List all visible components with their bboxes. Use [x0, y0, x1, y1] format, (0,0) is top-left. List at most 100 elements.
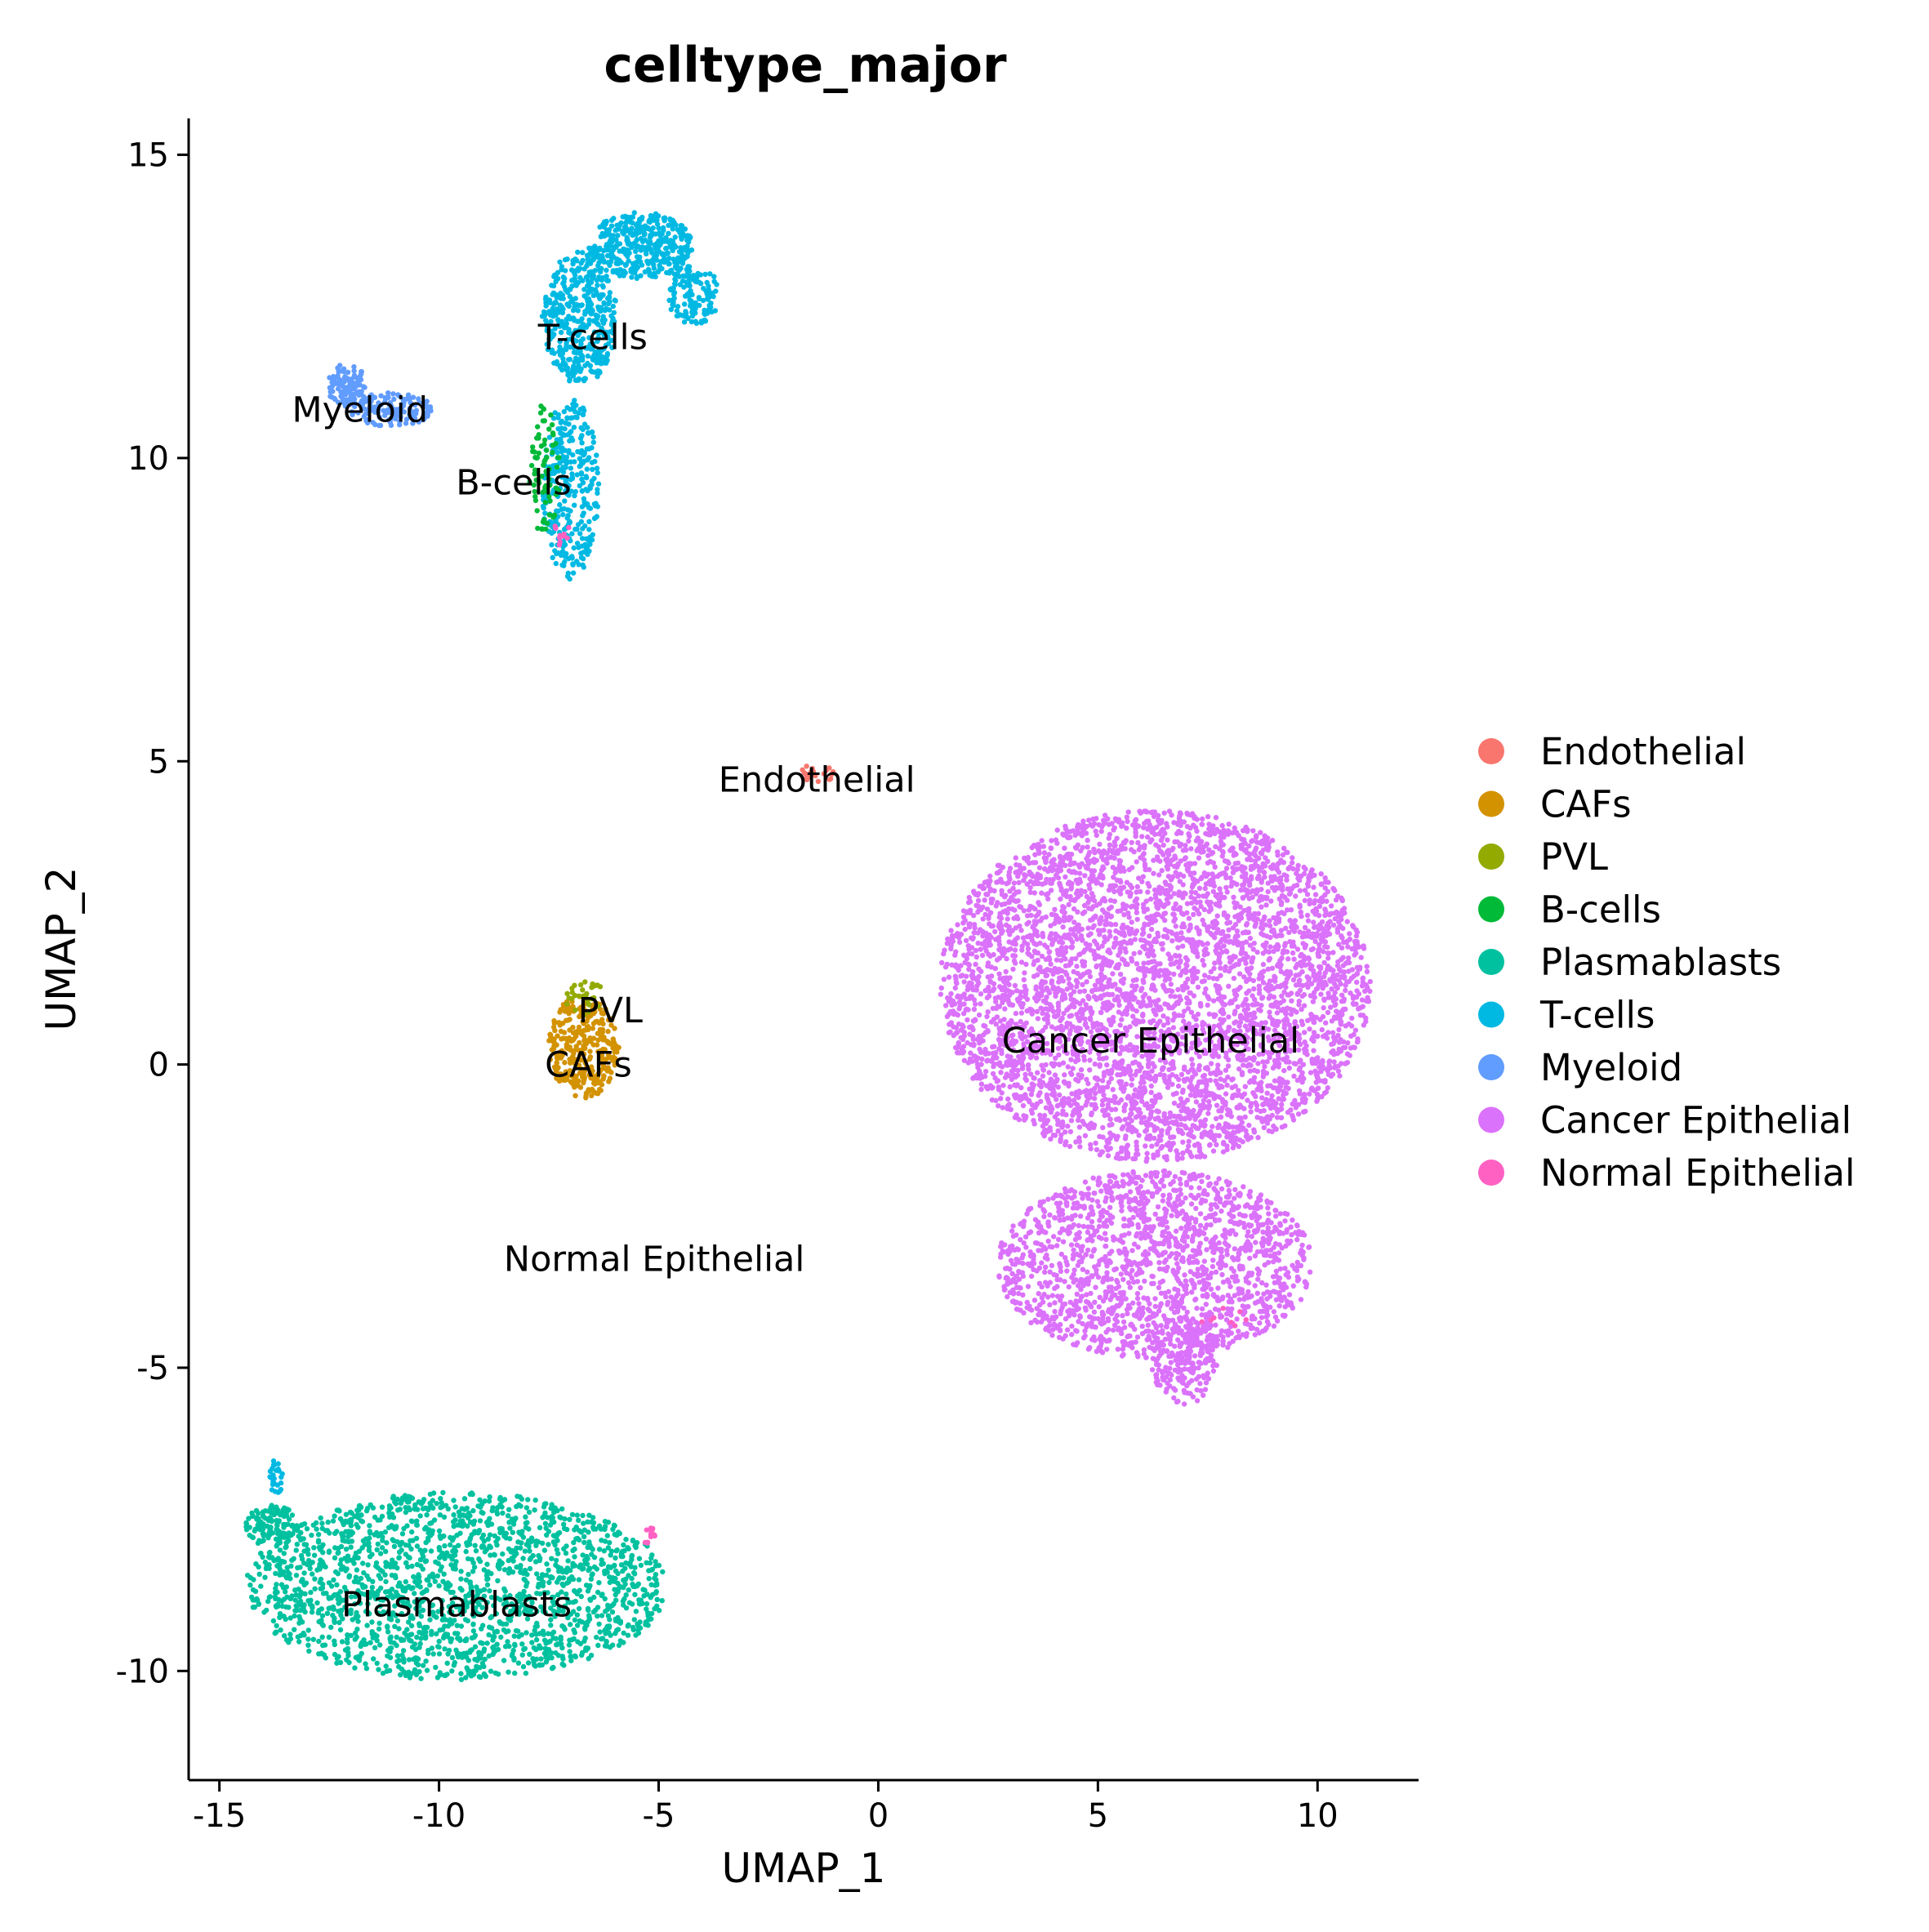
data-point: [1119, 1065, 1125, 1071]
data-point: [1297, 888, 1303, 893]
data-point: [1076, 1138, 1083, 1145]
data-point: [1289, 998, 1294, 1004]
data-point: [1235, 1004, 1241, 1010]
data-point: [1267, 918, 1272, 924]
data-point: [1247, 1068, 1253, 1074]
data-point: [1148, 959, 1155, 965]
data-point: [1149, 829, 1155, 835]
data-point: [1018, 1018, 1023, 1025]
data-point: [1063, 1139, 1069, 1145]
data-point: [1249, 959, 1255, 965]
data-point: [1076, 1124, 1083, 1130]
data-point: [1304, 1052, 1310, 1057]
data-point: [1035, 1036, 1041, 1043]
data-point: [1216, 957, 1222, 963]
data-point: [1109, 983, 1116, 990]
data-point: [1211, 882, 1217, 888]
data-point: [1162, 901, 1169, 908]
data-point: [1353, 933, 1360, 939]
data-point: [1230, 845, 1236, 851]
data-point: [1322, 906, 1328, 912]
data-point: [1338, 981, 1343, 987]
data-point: [1131, 1105, 1138, 1111]
data-point: [1027, 903, 1033, 910]
data-point: [1036, 966, 1042, 973]
data-point: [1158, 837, 1165, 844]
data-point: [1114, 986, 1120, 992]
data-point: [1187, 990, 1192, 996]
data-point: [1097, 875, 1103, 880]
data-point: [1223, 933, 1228, 939]
data-point: [1223, 866, 1230, 871]
data-point: [960, 1044, 967, 1049]
data-point: [1351, 924, 1357, 930]
data-point: [1005, 1062, 1010, 1068]
data-point: [1005, 977, 1010, 983]
data-point: [1124, 826, 1129, 831]
data-point: [1022, 970, 1027, 976]
data-point: [1076, 1094, 1081, 1101]
data-point: [1213, 844, 1218, 850]
data-point: [1297, 977, 1303, 983]
data-point: [1104, 1347, 1110, 1352]
data-point: [1203, 893, 1210, 899]
data-point: [1085, 968, 1092, 975]
data-point: [1259, 879, 1264, 885]
data-point: [1319, 1026, 1325, 1033]
data-point: [1256, 987, 1263, 993]
data-point: [1334, 926, 1341, 933]
data-point: [1312, 1057, 1319, 1062]
data-point: [1122, 906, 1129, 912]
data-point: [1097, 841, 1103, 848]
data-point: [1314, 1092, 1321, 1097]
data-point: [1076, 1105, 1083, 1111]
data-point: [1172, 1113, 1178, 1120]
data-point: [1045, 1238, 1051, 1244]
data-point: [1321, 1005, 1326, 1011]
data-point: [1187, 922, 1193, 928]
data-point: [1291, 1061, 1297, 1066]
data-point: [1065, 1124, 1071, 1129]
data-point: [1342, 1044, 1348, 1051]
data-point: [1095, 979, 1102, 985]
data-point: [1159, 867, 1165, 874]
data-point: [1083, 1002, 1089, 1008]
data-point: [1232, 825, 1238, 831]
data-point: [1252, 1002, 1258, 1008]
data-point: [987, 978, 993, 984]
data-point: [1168, 887, 1174, 893]
data-point: [1107, 1116, 1113, 1122]
data-point: [1267, 944, 1273, 950]
data-point: [951, 1001, 958, 1007]
data-point: [1088, 858, 1094, 864]
data-point: [1148, 1075, 1155, 1081]
data-point: [1160, 946, 1165, 952]
data-point: [1043, 914, 1049, 920]
data-point: [948, 990, 954, 997]
data-point: [1236, 918, 1242, 924]
data-point: [1210, 1258, 1216, 1263]
data-point: [1206, 924, 1212, 930]
data-point: [1213, 815, 1219, 821]
data-point: [1096, 986, 1102, 992]
data-point: [1109, 1132, 1115, 1138]
data-point: [1151, 916, 1156, 923]
data-point: [1145, 1123, 1151, 1129]
data-point: [1022, 1071, 1028, 1078]
data-point: [1245, 968, 1251, 974]
data-point: [1024, 913, 1031, 919]
data-point: [1041, 850, 1048, 856]
data-point: [1073, 999, 1080, 1005]
data-point: [1188, 846, 1194, 852]
data-point: [1314, 1034, 1320, 1039]
data-point: [947, 1029, 953, 1035]
data-point: [1058, 1136, 1064, 1142]
data-point: [941, 977, 947, 982]
data-point: [1098, 867, 1105, 873]
data-point: [1183, 968, 1189, 975]
data-point: [1216, 1094, 1223, 1100]
data-point: [1214, 943, 1219, 950]
data-point: [1269, 1112, 1276, 1119]
data-point: [1117, 1117, 1123, 1124]
data-point: [1109, 991, 1116, 998]
